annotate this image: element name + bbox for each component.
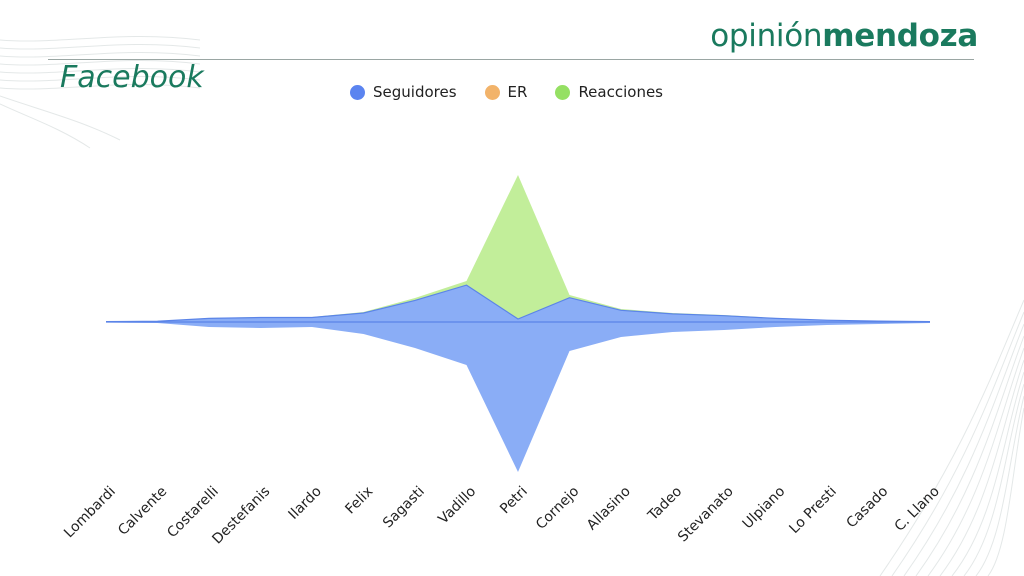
data-point-reacciones-14 xyxy=(825,318,829,322)
series-line-seguidores xyxy=(105,284,931,323)
data-point-seguidores-7 xyxy=(465,363,469,367)
brand-logo: opiniónmendoza xyxy=(710,18,978,54)
data-point-seguidores-6 xyxy=(413,346,417,350)
header-divider xyxy=(48,59,974,60)
data-point-reacciones-4 xyxy=(310,315,314,319)
legend-item-seguidores[interactable]: Seguidores xyxy=(350,83,457,101)
data-point-seguidores-4 xyxy=(310,325,314,329)
data-point-seguidores-14 xyxy=(825,323,829,327)
data-point-reacciones-5 xyxy=(362,310,366,314)
data-point-reacciones-13 xyxy=(774,316,778,320)
data-point-reacciones-8 xyxy=(516,173,520,177)
legend-label-seguidores: Seguidores xyxy=(373,83,457,101)
legend-dot-er xyxy=(484,84,500,100)
data-point-seguidores-11 xyxy=(671,330,675,334)
x-tick-label: C. Llano xyxy=(892,484,943,535)
legend-dot-reacciones xyxy=(555,84,571,100)
data-point-reacciones-15 xyxy=(877,319,881,323)
brand-prefix: opinión xyxy=(710,18,823,54)
x-tick-label: Sagasti xyxy=(380,484,428,532)
legend-item-er[interactable]: ER xyxy=(484,83,528,101)
data-point-seguidores-3 xyxy=(259,326,263,330)
data-point-reacciones-11 xyxy=(671,311,675,315)
x-tick-label: Casado xyxy=(843,484,891,532)
data-point-reacciones-9 xyxy=(568,293,572,297)
data-point-reacciones-3 xyxy=(259,315,263,319)
x-tick-label: Lo Presti xyxy=(786,484,839,537)
data-point-seguidores-2 xyxy=(207,325,211,329)
brand-suffix: mendoza xyxy=(822,18,978,54)
data-point-seguidores-10 xyxy=(619,335,623,339)
data-point-reacciones-6 xyxy=(413,296,417,300)
x-tick-label: Tadeo xyxy=(644,484,685,525)
data-point-seguidores-9 xyxy=(568,349,572,353)
data-point-reacciones-10 xyxy=(619,307,623,311)
data-point-reacciones-0 xyxy=(104,320,108,324)
data-point-reacciones-16 xyxy=(928,320,932,324)
legend-item-reacciones[interactable]: Reacciones xyxy=(555,83,663,101)
data-point-seguidores-8 xyxy=(516,470,520,474)
data-point-reacciones-12 xyxy=(722,313,726,317)
data-point-seguidores-5 xyxy=(362,332,366,336)
legend-label-er: ER xyxy=(507,83,528,101)
x-tick-label: Ulpiano xyxy=(740,484,789,533)
x-tick-label: Allasino xyxy=(584,484,634,534)
data-point-reacciones-1 xyxy=(156,319,160,323)
legend-label-reacciones: Reacciones xyxy=(578,83,663,101)
x-tick-label: Stevanato xyxy=(675,484,737,546)
data-point-seguidores-13 xyxy=(774,325,778,329)
legend-dot-seguidores xyxy=(350,84,365,100)
page-title: Facebook xyxy=(60,60,204,95)
data-point-seguidores-12 xyxy=(722,328,726,332)
data-point-reacciones-7 xyxy=(465,279,469,283)
chart-legend: Seguidores ER Reacciones xyxy=(350,80,691,104)
x-tick-label: Vadillo xyxy=(435,484,479,528)
series-area-seguidores xyxy=(106,322,930,472)
x-tick-label: Felix xyxy=(342,484,376,518)
x-tick-label: Cornejo xyxy=(533,484,582,533)
x-tick-label: Ilardo xyxy=(286,484,325,523)
x-tick-label: Calvente xyxy=(115,484,170,539)
series-area-reacciones xyxy=(106,175,930,322)
data-point-reacciones-2 xyxy=(207,316,211,320)
x-tick-label: Petri xyxy=(497,484,531,518)
x-tick-label: Lombardi xyxy=(61,484,119,542)
